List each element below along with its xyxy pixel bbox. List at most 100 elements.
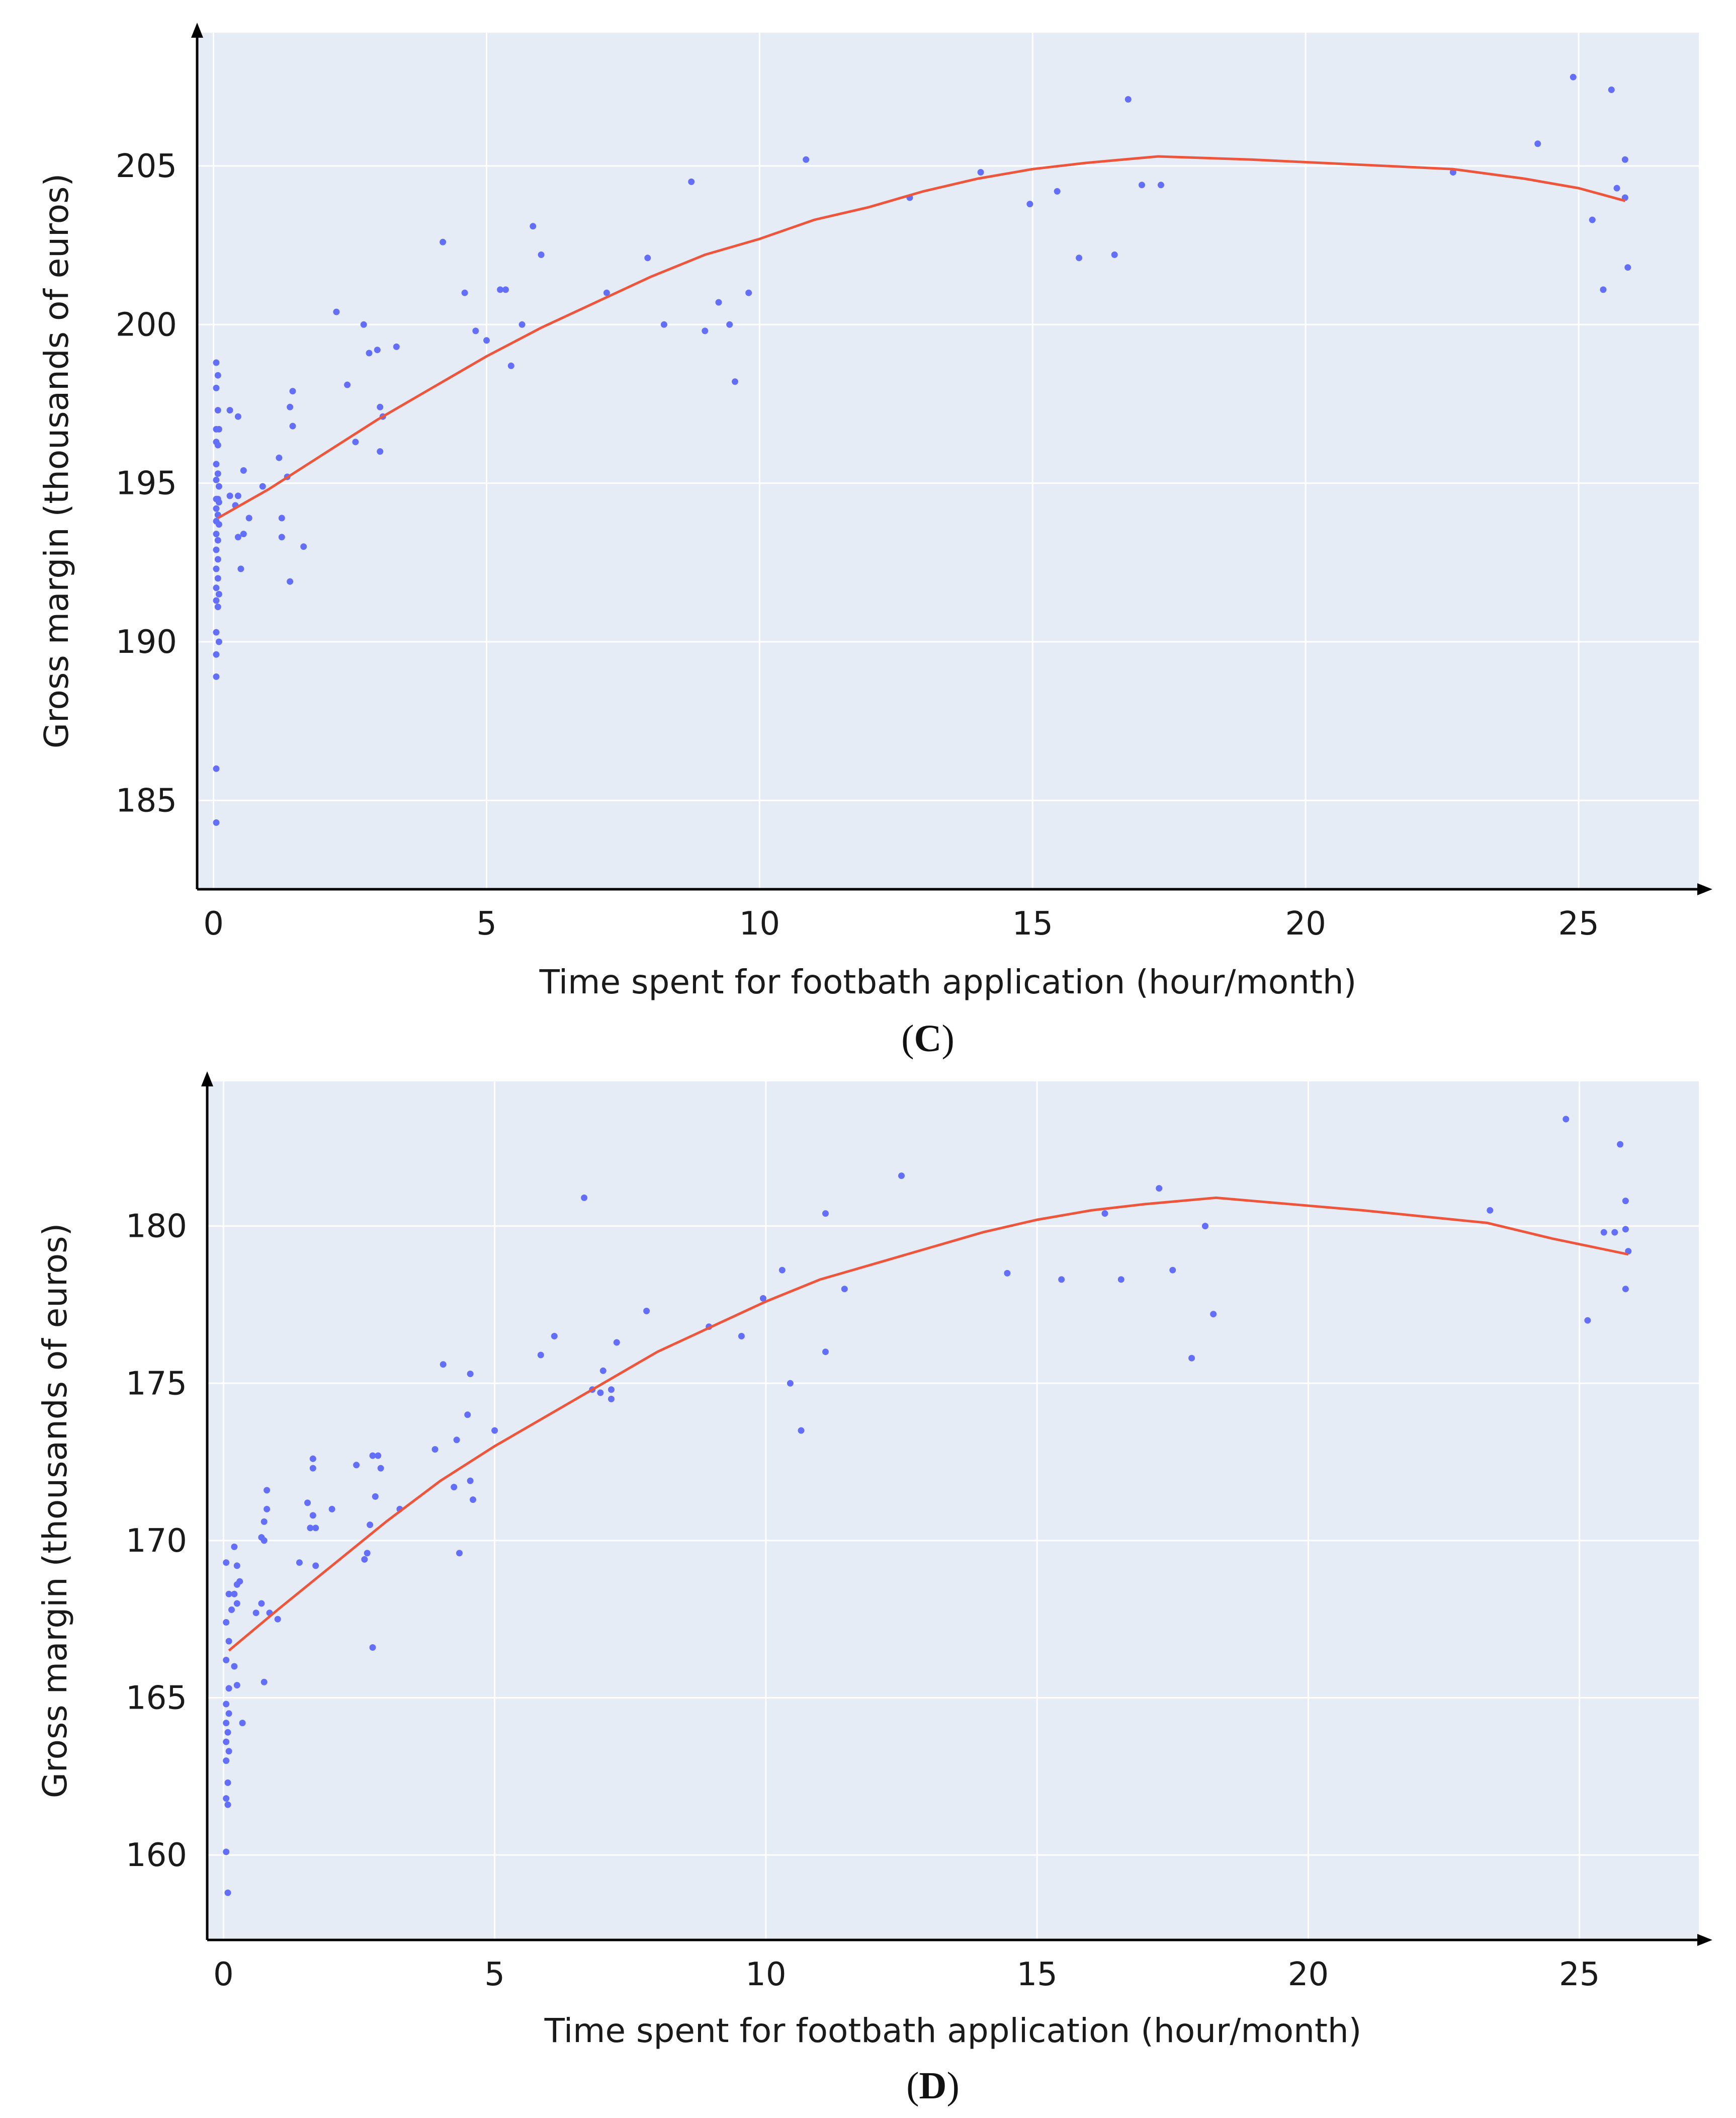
data-point <box>1076 255 1083 262</box>
data-point <box>312 1524 319 1532</box>
data-point <box>245 515 252 522</box>
data-point <box>231 1663 238 1670</box>
y-tick-label: 190 <box>116 624 177 661</box>
y-tick-label: 165 <box>126 1680 187 1717</box>
data-point <box>213 461 220 468</box>
data-point <box>215 426 222 433</box>
data-point <box>483 337 490 344</box>
data-point <box>1210 1311 1217 1318</box>
data-point <box>1621 156 1628 163</box>
data-point <box>215 590 222 598</box>
data-point <box>377 403 384 410</box>
data-point <box>377 1465 384 1472</box>
data-point <box>715 299 722 306</box>
data-point <box>223 1701 230 1708</box>
y-axis-arrow <box>201 1071 213 1086</box>
data-point <box>1584 1317 1591 1324</box>
data-point <box>1058 1276 1065 1283</box>
scatter-series <box>223 1116 1632 1896</box>
data-point <box>803 156 810 163</box>
data-point <box>237 565 244 572</box>
data-point <box>214 372 221 379</box>
y-tick-label: 175 <box>126 1365 187 1402</box>
data-point <box>898 1172 905 1179</box>
data-point <box>261 1678 268 1685</box>
x-tick-label: 25 <box>1559 1956 1600 1993</box>
data-point <box>1169 1266 1176 1274</box>
data-point <box>289 388 296 395</box>
y-tick-label: 170 <box>126 1522 187 1560</box>
data-point <box>688 178 695 185</box>
data-point <box>213 765 220 772</box>
data-point <box>278 534 285 541</box>
data-point <box>464 1411 471 1418</box>
data-point <box>738 1333 745 1339</box>
data-point <box>274 1616 281 1623</box>
data-point <box>1622 1226 1629 1233</box>
data-point <box>1111 251 1118 258</box>
scatter-series <box>213 73 1631 826</box>
data-point <box>223 1757 230 1764</box>
data-point <box>393 343 400 350</box>
x-axis-label: Time spent for footbath application (hou… <box>539 963 1357 1001</box>
y-tick-label: 185 <box>116 782 177 819</box>
data-point <box>507 362 514 369</box>
data-point <box>467 1477 474 1484</box>
data-point <box>822 1348 829 1355</box>
data-point <box>233 1682 240 1688</box>
data-point <box>264 1487 271 1494</box>
data-point <box>440 238 447 245</box>
data-point <box>1124 96 1132 103</box>
x-tick-label: 10 <box>739 905 780 943</box>
data-point <box>309 1455 316 1462</box>
data-point <box>1026 201 1033 208</box>
x-tick-label: 0 <box>213 1956 234 1993</box>
data-point <box>233 1562 240 1569</box>
data-point <box>360 321 367 328</box>
data-point <box>1600 286 1607 293</box>
y-axis-label: Gross margin (thousands of euros) <box>36 1223 74 1799</box>
data-point <box>224 1729 231 1736</box>
data-point <box>456 1550 463 1557</box>
data-point <box>1101 1210 1108 1217</box>
y-axis-arrow <box>191 23 203 38</box>
data-point <box>1054 188 1061 195</box>
x-tick-label: 20 <box>1285 905 1326 943</box>
data-point <box>213 597 220 604</box>
y-tick-label: 205 <box>116 148 177 185</box>
data-point <box>214 442 221 449</box>
data-point <box>361 1556 368 1563</box>
data-point <box>644 255 651 262</box>
data-point <box>1622 1198 1629 1205</box>
data-point <box>215 521 222 528</box>
data-point <box>234 534 241 541</box>
x-tick-label: 20 <box>1288 1956 1329 1993</box>
data-point <box>278 515 285 522</box>
data-point <box>328 1505 335 1512</box>
data-point <box>1611 1229 1618 1236</box>
data-point <box>798 1427 805 1434</box>
data-point <box>258 1600 265 1607</box>
y-axis-label: Gross margin (thousands of euros) <box>37 174 76 749</box>
data-point <box>231 1543 238 1550</box>
x-axis-label: Time spent for footbath application (hou… <box>544 2011 1362 2050</box>
data-point <box>1158 182 1164 189</box>
data-point <box>259 483 266 490</box>
data-point <box>375 1452 382 1459</box>
data-point <box>214 604 221 611</box>
data-point <box>352 439 359 446</box>
data-point <box>467 1371 474 1377</box>
data-point <box>304 1499 311 1506</box>
data-point <box>223 1738 230 1745</box>
plot-background <box>207 1081 1699 1940</box>
panel-label: (C) <box>901 1018 954 1060</box>
data-point <box>1004 1269 1011 1277</box>
data-point <box>760 1295 766 1302</box>
data-point <box>215 638 222 645</box>
data-point <box>502 286 509 293</box>
data-point <box>214 470 221 477</box>
data-point <box>1608 87 1615 93</box>
x-tick-label: 25 <box>1558 905 1599 943</box>
data-point <box>224 1889 231 1896</box>
data-point <box>261 1518 268 1525</box>
